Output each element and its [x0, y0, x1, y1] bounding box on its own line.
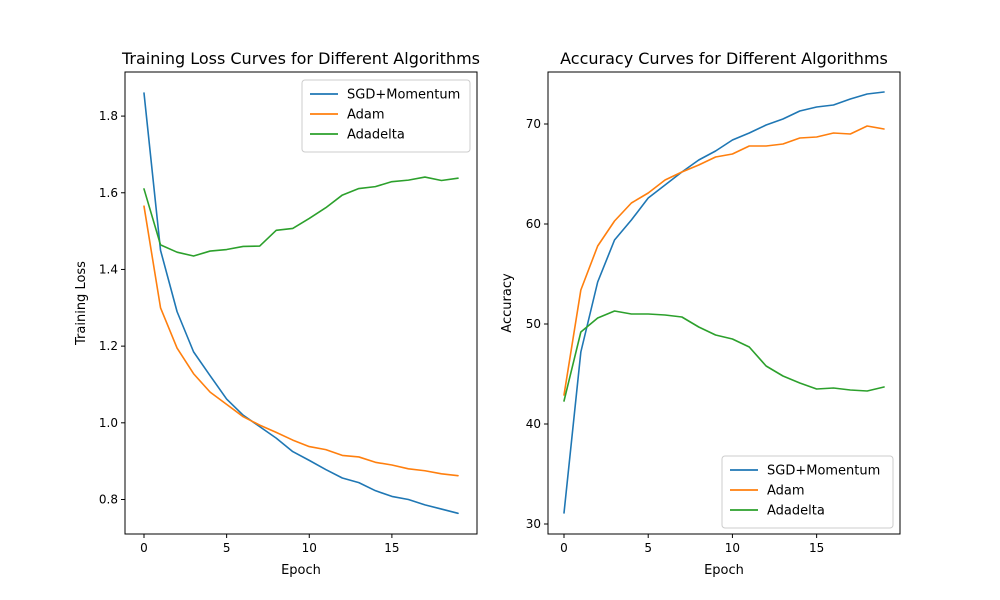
series-line-sgd-momentum: [563, 91, 885, 514]
x-tick-label: 5: [223, 541, 231, 555]
legend-label: Adadelta: [767, 504, 825, 519]
x-tick-label: 15: [384, 541, 399, 555]
y-tick-label: 30: [526, 517, 541, 531]
y-tick-label: 1.8: [99, 109, 118, 123]
y-tick-label: 0.8: [99, 492, 118, 506]
legend: SGD+Momentum Adam Adadelta: [721, 455, 894, 529]
series-line-adam: [563, 125, 885, 396]
x-tick-label: 15: [809, 541, 824, 555]
y-tick-label: 1.4: [99, 262, 118, 276]
x-tick-label: 10: [725, 541, 740, 555]
series-line-adadelta: [143, 176, 459, 257]
x-axis-label: Epoch: [704, 563, 744, 578]
chart-panel-1: 0 5 10 15 0.8 1.0 1.2 1.4 1.6 1.8 Training Loss Cu…: [74, 49, 480, 578]
x-tick-label: 5: [644, 541, 652, 555]
plot-frame: [124, 71, 478, 535]
chart-title: Accuracy Curves for Different Algorithms: [560, 49, 888, 68]
y-tick-label: 50: [526, 317, 541, 331]
y-axis-label: Training Loss: [74, 261, 89, 346]
chart-panel-2: 0 5 10 15 30 40 50 60 70 Accuracy Curves for Diff…: [500, 49, 901, 578]
plot-frame: [547, 71, 901, 535]
legend-label: SGD+Momentum: [767, 464, 880, 479]
legend-label: Adam: [767, 484, 805, 499]
series-line-adam: [143, 205, 459, 477]
legend-box: [721, 455, 894, 529]
y-axis-label: Accuracy: [500, 273, 515, 333]
x-tick-label: 0: [140, 541, 148, 555]
legend-label: Adadelta: [347, 128, 405, 143]
chart-title: Training Loss Curves for Different Algor…: [121, 49, 480, 68]
legend-label: Adam: [347, 108, 385, 123]
y-tick-label: 40: [526, 417, 541, 431]
y-tick-label: 70: [526, 117, 541, 131]
series-line-adadelta: [563, 310, 885, 402]
y-tick-label: 1.0: [99, 416, 118, 430]
x-tick-label: 0: [560, 541, 568, 555]
legend-box: [301, 79, 471, 153]
y-tick-label: 1.6: [99, 186, 118, 200]
legend: SGD+Momentum Adam Adadelta: [301, 79, 471, 153]
x-axis-label: Epoch: [281, 563, 321, 578]
y-tick-label: 1.2: [99, 339, 118, 353]
legend-label: SGD+Momentum: [347, 88, 460, 103]
series-line-sgd-momentum: [143, 92, 459, 515]
y-tick-label: 60: [526, 217, 541, 231]
x-tick-label: 10: [302, 541, 317, 555]
